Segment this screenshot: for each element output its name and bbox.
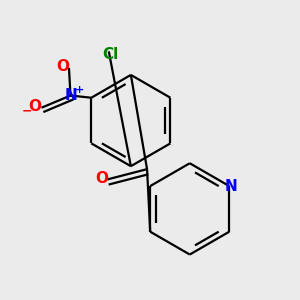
Text: O: O	[95, 171, 109, 186]
Text: +: +	[75, 85, 85, 95]
Text: O: O	[29, 99, 42, 114]
Text: N: N	[224, 178, 237, 194]
Text: Cl: Cl	[102, 47, 119, 62]
Text: O: O	[56, 59, 69, 74]
Text: N: N	[64, 88, 77, 103]
Text: −: −	[21, 104, 32, 117]
